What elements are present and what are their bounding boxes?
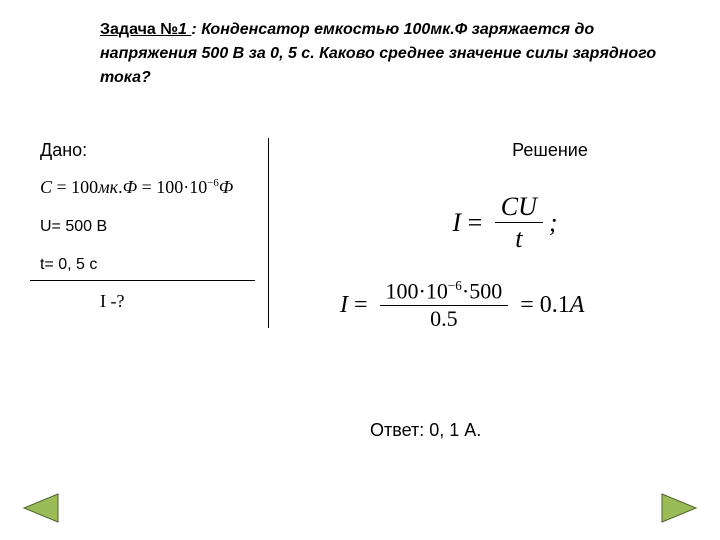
- given-column: Дано: C = 100мк.Ф = 100·10−6Ф U= 500 В t…: [40, 140, 270, 312]
- f1-tail: ;: [549, 208, 558, 238]
- f2-fraction: 100·10−6·500 0.5: [380, 278, 509, 332]
- f1-den: t: [509, 223, 528, 254]
- f1-lhs: I: [452, 208, 461, 238]
- f2-lhs: I: [340, 292, 348, 319]
- prev-arrow-icon[interactable]: [18, 490, 62, 526]
- formula-calc: I = 100·10−6·500 0.5 = 0.1A: [340, 278, 700, 332]
- title-number: 1: [178, 21, 187, 38]
- solution-column: Решение I = CU t ; I = 100·10−6·500 0.5 …: [340, 140, 700, 332]
- f2-rhs: = 0.1A: [514, 292, 584, 319]
- given-label: Дано:: [40, 140, 270, 161]
- f1-fraction: CU t: [495, 191, 543, 254]
- title-label: Задача №1: [100, 21, 191, 38]
- next-arrow-icon[interactable]: [658, 490, 702, 526]
- f2-num: 100·10−6·500: [380, 278, 509, 305]
- f2-den: 0.5: [424, 306, 464, 332]
- given-capacitance: C = 100мк.Ф = 100·10−6Ф: [40, 177, 270, 198]
- formula-main: I = CU t ;: [310, 191, 700, 254]
- find-line: I -?: [100, 291, 270, 312]
- given-divider: [30, 280, 255, 281]
- solution-label: Решение: [400, 140, 700, 161]
- f1-num: CU: [495, 191, 543, 222]
- given-voltage: U= 500 В: [40, 218, 270, 236]
- given-time: t= 0, 5 c: [40, 256, 270, 274]
- title-word: Задача №: [100, 21, 178, 38]
- problem-title: Задача №1 : Конденсатор емкостью 100мк.Ф…: [0, 0, 720, 90]
- answer-line: Ответ: 0, 1 А.: [370, 420, 481, 441]
- title-sep: :: [191, 21, 201, 38]
